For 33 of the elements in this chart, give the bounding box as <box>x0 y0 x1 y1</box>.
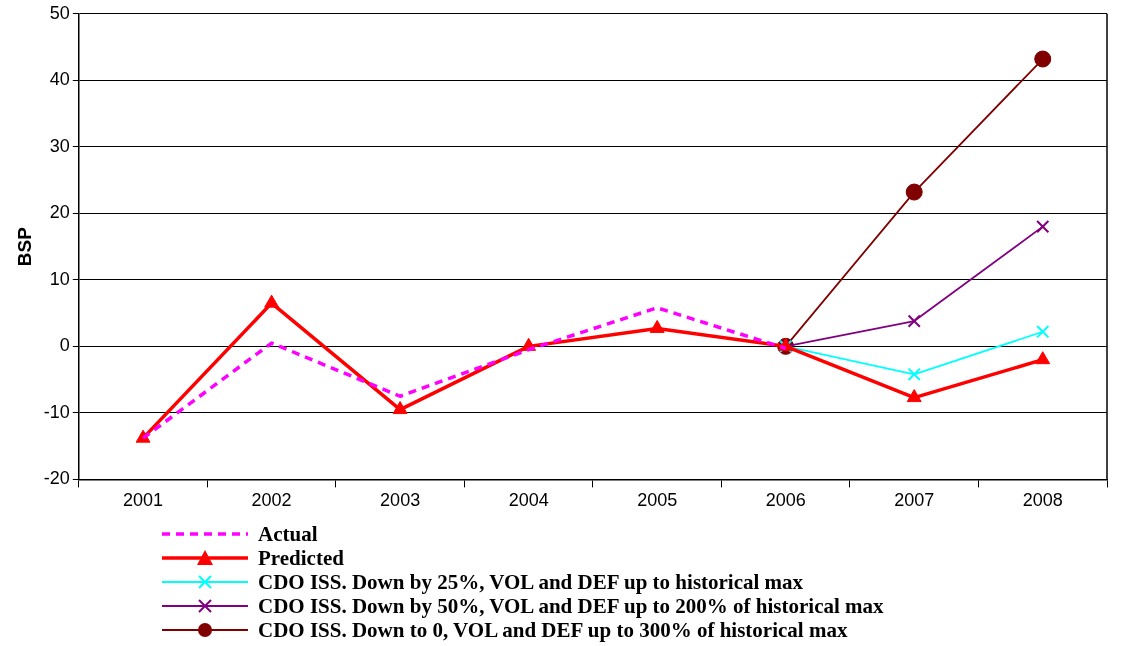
legend-label: Predicted <box>258 546 344 570</box>
point <box>1036 325 1050 339</box>
point <box>907 367 921 381</box>
y-tick-label: 40 <box>49 69 70 90</box>
point <box>649 319 665 333</box>
y-tick-label: 50 <box>49 2 70 23</box>
y-tick-label: 10 <box>49 268 70 289</box>
point <box>1034 50 1052 68</box>
point <box>1035 351 1051 365</box>
legend-label: CDO ISS. Down by 50%, VOL and DEF up to 200% of historical max <box>258 594 884 618</box>
x-tick-label: 2002 <box>251 490 292 511</box>
y-tick-label: -20 <box>43 468 70 489</box>
x-tick-label: 2003 <box>380 490 421 511</box>
x-tick-label: 2004 <box>508 490 549 511</box>
y-tick-label: 20 <box>49 202 70 223</box>
point <box>905 183 923 201</box>
legend-label: CDO ISS. Down to 0, VOL and DEF up to 300% of historical max <box>258 618 848 642</box>
y-tick-label: 0 <box>59 335 70 356</box>
legend-label: CDO ISS. Down by 25%, VOL and DEF up to historical max <box>258 570 804 594</box>
x-tick-label: 2007 <box>894 490 935 511</box>
point <box>907 314 921 328</box>
point <box>264 294 280 308</box>
point <box>1036 219 1050 234</box>
point <box>392 401 408 415</box>
x-tick-label: 2005 <box>637 490 678 511</box>
legend-label: Actual <box>258 522 318 546</box>
y-tick-label: -10 <box>43 401 70 422</box>
x-tick-label: 2008 <box>1022 490 1063 511</box>
point <box>906 389 922 403</box>
y-tick-label: 30 <box>49 135 70 156</box>
y-axis-title: BSP <box>13 226 35 267</box>
x-tick-label: 2006 <box>765 490 806 511</box>
x-tick-label: 2001 <box>123 490 164 511</box>
